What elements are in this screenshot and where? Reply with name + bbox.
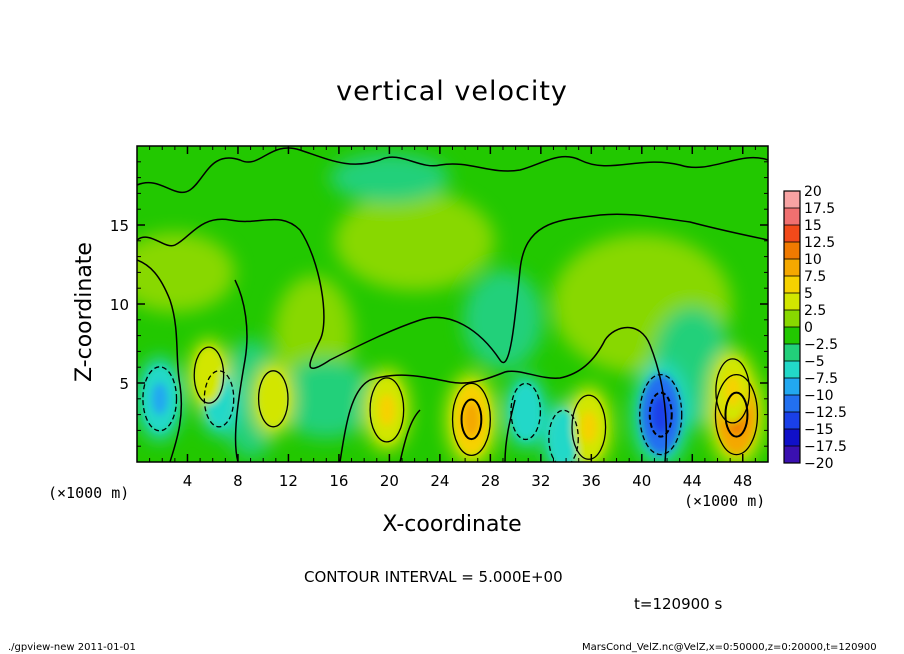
contour-line: [137, 147, 768, 193]
colorbar-label: 12.5: [804, 235, 835, 251]
colorbar-swatch: [784, 242, 800, 259]
updraft-peak: [266, 384, 281, 413]
colorbar-label: 10: [804, 252, 822, 268]
updraft-contour: [714, 373, 759, 456]
colorbar-swatch: [784, 327, 800, 344]
colorbar-label: −15: [804, 422, 834, 438]
y-tick-label: 5: [119, 375, 129, 393]
time-label: t=120900 s: [634, 595, 723, 613]
updraft-peak: [580, 411, 597, 444]
updraft-inner-contour: [724, 391, 749, 438]
x-tick-label: 12: [279, 472, 298, 490]
field-shading: [334, 190, 495, 291]
contour-line: [504, 399, 516, 462]
downdraft-peak: [151, 382, 168, 415]
downdraft-peak: [650, 394, 671, 435]
x-tick-label: 28: [481, 472, 500, 490]
field-shading: [462, 269, 543, 370]
colorbar-swatch: [784, 344, 800, 361]
colorbar-label: −2.5: [804, 337, 838, 353]
x-axis-label: X-coordinate: [382, 512, 522, 537]
updraft-contour: [369, 377, 405, 443]
updraft-contour: [257, 370, 289, 428]
updraft-peak: [201, 361, 216, 390]
colorbar-label: −5: [804, 354, 825, 370]
colorbar-label: 5: [804, 286, 813, 302]
downdraft-contour: [639, 373, 683, 456]
footer-right: MarsCond_VelZ.nc@VelZ,x=0:50000,z=0:2000…: [582, 642, 877, 653]
colorbar-label: −12.5: [804, 405, 847, 421]
heatmap-field: [137, 146, 768, 462]
colorbar-swatch: [784, 429, 800, 446]
x-tick-label: 48: [733, 472, 752, 490]
colorbar-swatch: [784, 259, 800, 276]
downdraft-peak: [556, 424, 571, 453]
field-shading: [276, 358, 377, 439]
footer-left: ./gpview-new 2011-01-01: [8, 642, 136, 653]
colorbar-label: 17.5: [804, 201, 835, 217]
y-tick-label: 10: [110, 296, 129, 314]
updraft-contour: [571, 394, 607, 460]
x-tick-label: 32: [531, 472, 550, 490]
colorbar-swatch: [784, 446, 800, 463]
colorbar-label: 20: [804, 184, 822, 200]
x-tick-label: 44: [683, 472, 702, 490]
downdraft-contour: [203, 370, 235, 428]
x-tick-label: 16: [329, 472, 348, 490]
colorbar: 2017.51512.5107.552.50−2.5−5−7.5−10−12.5…: [783, 184, 847, 472]
contour-line: [234, 279, 248, 462]
x-tick-label: 40: [632, 472, 651, 490]
contour-line: [137, 213, 768, 369]
contour-line: [137, 259, 183, 462]
x-tick-label: 36: [582, 472, 601, 490]
colorbar-swatch: [784, 276, 800, 293]
downdraft-contour: [510, 382, 542, 441]
x-axis-unit-right: (×1000 m): [684, 492, 766, 510]
x-tick-label: 4: [183, 472, 193, 490]
updraft-inner-contour: [460, 398, 483, 441]
field-shading: [137, 232, 235, 313]
contour-line: [339, 326, 668, 462]
colorbar-swatch: [784, 395, 800, 412]
colorbar-swatch: [784, 191, 800, 208]
y-tick-label: 15: [110, 217, 129, 235]
colorbar-label: −7.5: [804, 371, 838, 387]
colorbar-swatch: [784, 378, 800, 395]
colorbar-swatch: [784, 310, 800, 327]
contour-line: [399, 409, 421, 462]
updraft-contour: [451, 382, 491, 456]
y-axis: 5 10 15: [110, 161, 768, 447]
x-tick-label: 24: [430, 472, 449, 490]
colorbar-label: −20: [804, 456, 834, 472]
downdraft-inner-contour: [648, 391, 673, 438]
downdraft-contour: [548, 409, 579, 462]
contour-interval: CONTOUR INTERVAL = 5.000E+00: [304, 568, 563, 586]
chart-title: vertical velocity: [336, 76, 568, 107]
updraft-peak: [462, 401, 481, 438]
colorbar-label: 0: [804, 320, 813, 336]
x-tick-label: 8: [233, 472, 243, 490]
updraft-contour: [193, 346, 225, 404]
x-axis: 4 8 12 16 20 24 28 32 36 40 44 48: [149, 146, 756, 490]
colorbar-swatch: [784, 361, 800, 378]
colorbar-label: 15: [804, 218, 822, 234]
updraft-peak: [378, 393, 395, 426]
downdraft-peak: [518, 397, 533, 426]
colorbar-label: 2.5: [804, 303, 826, 319]
updraft-contour: [715, 358, 751, 424]
colorbar-swatch: [784, 293, 800, 310]
downdraft-contour: [142, 366, 178, 432]
colorbar-label: 7.5: [804, 269, 826, 285]
colorbar-swatch: [784, 208, 800, 225]
x-axis-unit-left: (×1000 m): [48, 484, 130, 502]
colorbar-label: −10: [804, 388, 834, 404]
x-tick-label: 20: [380, 472, 399, 490]
colorbar-swatch: [784, 225, 800, 242]
colorbar-label: −17.5: [804, 439, 847, 455]
y-axis-label: Z-coordinate: [72, 242, 97, 382]
field-shading: [329, 152, 450, 203]
colorbar-swatch: [784, 412, 800, 429]
